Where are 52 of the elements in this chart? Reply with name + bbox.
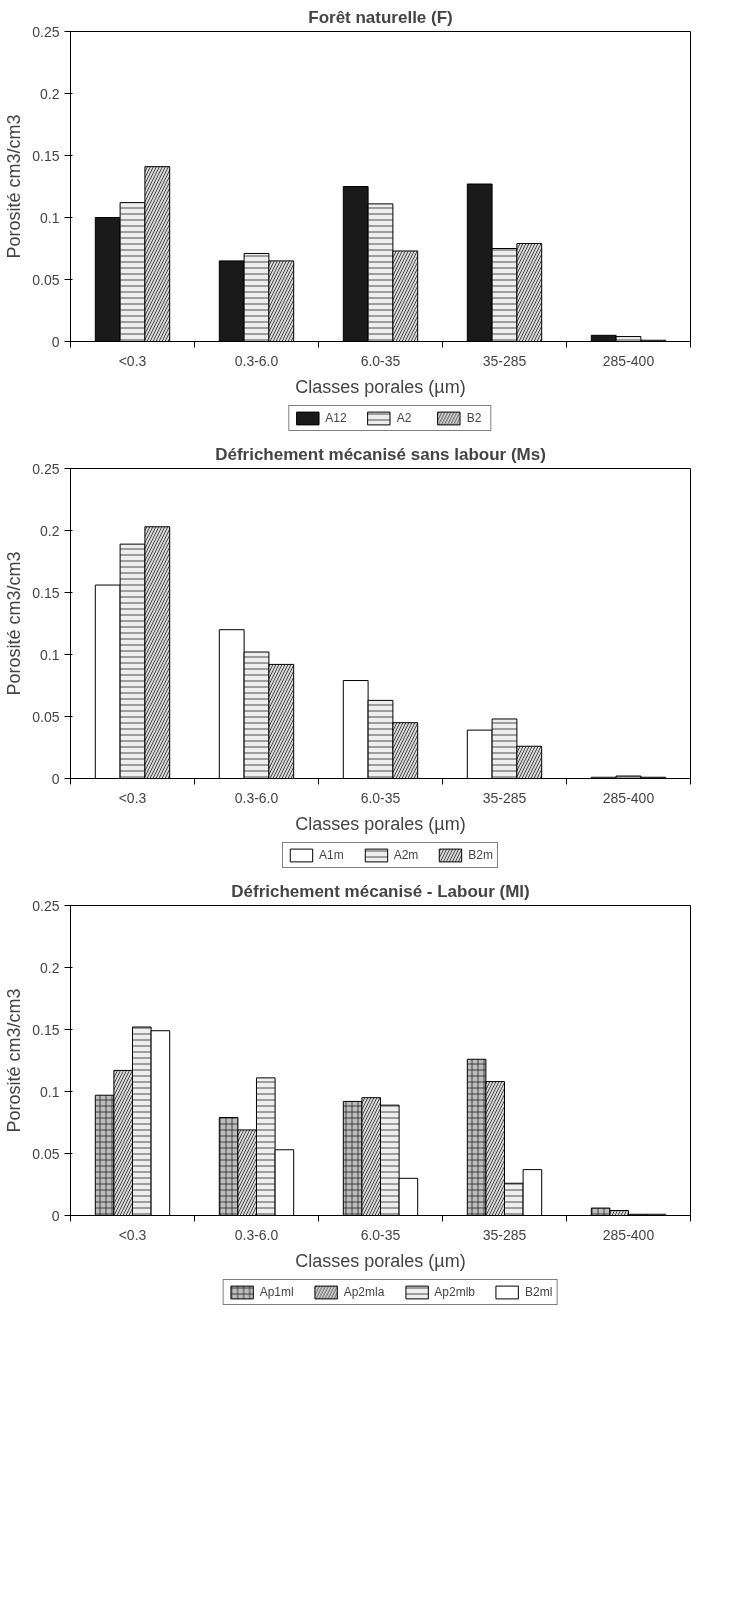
x-axis-title: Classes porales (µm) — [295, 376, 466, 397]
y-tick-label: 0 — [51, 333, 60, 350]
x-tick-label: <0.3 — [118, 789, 147, 806]
legend-label: Ap2mla — [343, 1285, 385, 1299]
x-tick-label: 285-400 — [602, 789, 655, 806]
y-tick-label: 0.15 — [32, 584, 60, 601]
chart-title: Défrichement mécanisé - Labour (Ml) — [231, 881, 530, 901]
x-tick-label: 35-285 — [482, 352, 527, 369]
y-tick-label: 0.05 — [32, 271, 60, 288]
x-tick-label: 0.3-6.0 — [234, 1226, 279, 1243]
chart-title: Défrichement mécanisé sans labour (Ms) — [215, 444, 546, 464]
y-tick-label: 0 — [51, 1207, 60, 1224]
y-tick-label: 0.1 — [40, 209, 60, 226]
chart-title: Forêt naturelle (F) — [308, 7, 453, 27]
legend-label: B2ml — [525, 1285, 553, 1299]
y-tick-label: 0 — [51, 770, 60, 787]
x-axis-title: Classes porales (µm) — [295, 813, 466, 834]
y-tick-label: 0.1 — [40, 1083, 60, 1100]
x-tick-label: <0.3 — [118, 1226, 147, 1243]
legend-label: A2m — [393, 848, 419, 862]
y-tick-label: 0.25 — [32, 23, 60, 40]
x-tick-label: 35-285 — [482, 789, 527, 806]
y-axis-title: Porosité cm3/cm3 — [4, 551, 25, 696]
y-tick-label: 0.2 — [40, 522, 60, 539]
x-tick-label: 285-400 — [602, 352, 655, 369]
x-tick-label: 0.3-6.0 — [234, 789, 279, 806]
legend-label: Ap2mlb — [434, 1285, 476, 1299]
y-tick-label: 0.2 — [40, 85, 60, 102]
legend-label: A12 — [325, 411, 347, 425]
y-tick-label: 0.05 — [32, 1145, 60, 1162]
y-tick-label: 0.1 — [40, 646, 60, 663]
x-tick-label: <0.3 — [118, 352, 147, 369]
y-axis-title: Porosité cm3/cm3 — [4, 114, 25, 259]
x-tick-label: 6.0-35 — [360, 789, 401, 806]
x-tick-label: 285-400 — [602, 1226, 655, 1243]
legend-label: B2 — [466, 411, 483, 425]
x-axis-title: Classes porales (µm) — [295, 1250, 466, 1271]
y-tick-label: 0.15 — [32, 147, 60, 164]
y-tick-label: 0.25 — [32, 460, 60, 477]
y-axis-title: Porosité cm3/cm3 — [4, 988, 25, 1133]
legend-label: B2m — [468, 848, 494, 862]
y-tick-label: 0.15 — [32, 1021, 60, 1038]
x-tick-label: 35-285 — [482, 1226, 527, 1243]
legend-label: A2 — [396, 411, 413, 425]
x-tick-label: 0.3-6.0 — [234, 352, 279, 369]
y-tick-label: 0.05 — [32, 708, 60, 725]
legend-label: Ap1ml — [259, 1285, 294, 1299]
y-tick-label: 0.2 — [40, 959, 60, 976]
x-tick-label: 6.0-35 — [360, 352, 401, 369]
legend-label: A1m — [318, 848, 344, 862]
x-tick-label: 6.0-35 — [360, 1226, 401, 1243]
y-tick-label: 0.25 — [32, 897, 60, 914]
